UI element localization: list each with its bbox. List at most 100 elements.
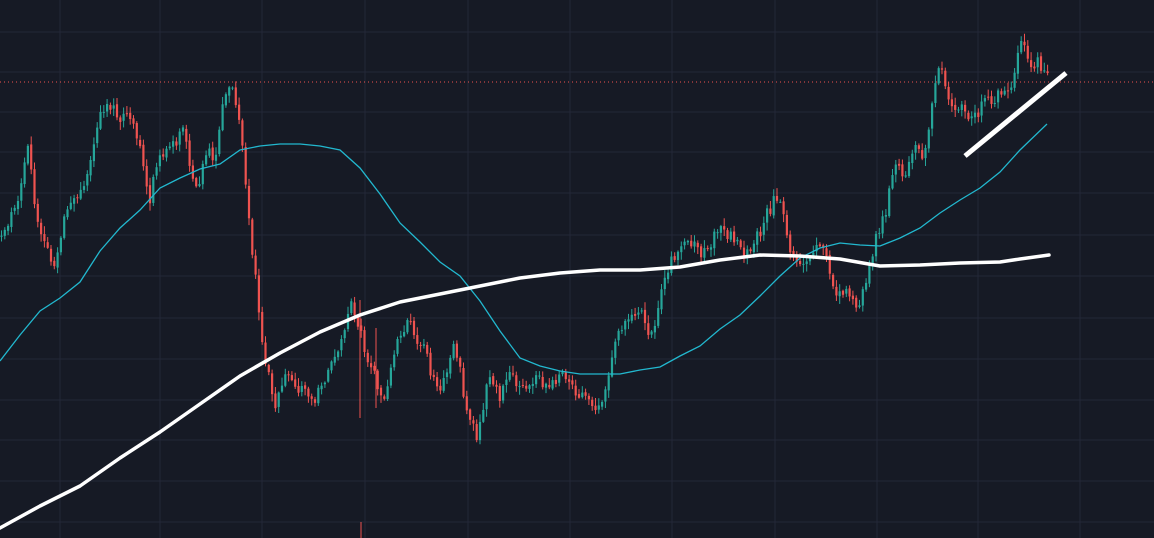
- candle-181: [597, 398, 600, 414]
- candle-260: [858, 299, 861, 309]
- candle-308: [1016, 45, 1019, 80]
- candle-35: [115, 98, 119, 121]
- candle-113: [373, 361, 376, 375]
- candle-207: [683, 238, 686, 250]
- candle-29: [96, 122, 99, 148]
- candle-261: [861, 286, 864, 312]
- candle-196: [647, 315, 650, 340]
- candle-150: [495, 380, 498, 394]
- candle-44: [145, 159, 148, 195]
- candle-293: [967, 110, 970, 122]
- candle-159: [525, 380, 528, 392]
- candle-54: [178, 128, 181, 152]
- candle-222: [733, 225, 736, 246]
- candle-101: [333, 349, 336, 366]
- candle-271: [894, 159, 897, 183]
- candle-186: [614, 338, 617, 365]
- candle-171: [564, 368, 567, 384]
- candle-125: [412, 316, 416, 339]
- candle-211: [696, 240, 699, 255]
- candle-295: [973, 104, 977, 124]
- candle-39: [129, 107, 132, 125]
- candle-151: [498, 383, 501, 408]
- candle-81: [267, 363, 270, 376]
- candle-306: [1010, 81, 1013, 94]
- candle-214: [706, 245, 709, 252]
- candle-313: [1033, 61, 1036, 72]
- candle-227: [749, 247, 752, 254]
- candle-221: [729, 227, 732, 242]
- candle-96: [317, 384, 320, 406]
- candle-20: [66, 205, 69, 220]
- candle-198: [653, 320, 656, 339]
- candle-286: [944, 67, 947, 90]
- candle-203: [670, 251, 673, 276]
- candle-145: [478, 414, 482, 445]
- candle-139: [459, 356, 462, 373]
- candle-55: [181, 125, 185, 136]
- candle-82: [271, 369, 274, 402]
- candle-215: [709, 244, 713, 257]
- candle-274: [904, 171, 907, 179]
- candle-178: [587, 393, 590, 405]
- candle-285: [940, 61, 944, 75]
- candle-40: [132, 115, 135, 129]
- candle-126: [416, 327, 419, 350]
- candle-141: [465, 390, 468, 415]
- candle-193: [637, 307, 640, 320]
- trendline-drawing[interactable]: [963, 71, 1068, 158]
- candle-163: [538, 371, 541, 380]
- candle-88: [290, 371, 293, 382]
- candle-252: [832, 273, 835, 290]
- candle-291: [960, 100, 963, 117]
- candle-124: [409, 313, 412, 325]
- candle-301: [993, 96, 996, 108]
- candle-144: [475, 419, 478, 443]
- candle-202: [667, 267, 670, 284]
- candle-168: [554, 374, 557, 388]
- candle-30: [99, 105, 102, 131]
- candle-247: [815, 237, 818, 258]
- candle-147: [485, 383, 488, 417]
- candle-200: [660, 284, 663, 315]
- candle-73: [241, 118, 244, 152]
- candle-248: [818, 242, 821, 248]
- candle-194: [640, 307, 643, 314]
- candle-164: [541, 371, 544, 390]
- candle-99: [327, 367, 330, 383]
- candle-33: [109, 102, 112, 115]
- candle-121: [399, 330, 402, 344]
- candle-177: [584, 388, 587, 400]
- candle-52: [172, 135, 175, 154]
- candle-34: [112, 98, 115, 116]
- candle-282: [931, 101, 934, 137]
- candle-220: [726, 227, 729, 243]
- candle-154: [508, 365, 511, 382]
- candle-110: [363, 326, 366, 358]
- candle-21: [69, 196, 72, 211]
- moving-average-slow: [0, 253, 1051, 530]
- candle-267: [881, 210, 884, 239]
- candle-111: [366, 349, 369, 367]
- candle-167: [551, 376, 554, 391]
- candle-195: [643, 302, 647, 331]
- candle-255: [841, 289, 845, 298]
- candle-249: [822, 243, 825, 256]
- candle-140: [462, 362, 465, 399]
- candle-148: [488, 370, 491, 388]
- candle-205: [676, 250, 680, 266]
- candle-9: [30, 136, 33, 175]
- candle-143: [472, 415, 475, 431]
- candle-91: [300, 381, 303, 397]
- candle-57: [188, 133, 191, 172]
- candle-78: [257, 268, 260, 321]
- candle-259: [855, 295, 858, 312]
- candle-268: [884, 209, 887, 223]
- candle-275: [907, 156, 911, 178]
- candle-316: [1043, 62, 1046, 73]
- candle-149: [492, 373, 495, 387]
- candle-84: [277, 391, 280, 413]
- candle-231: [762, 216, 765, 241]
